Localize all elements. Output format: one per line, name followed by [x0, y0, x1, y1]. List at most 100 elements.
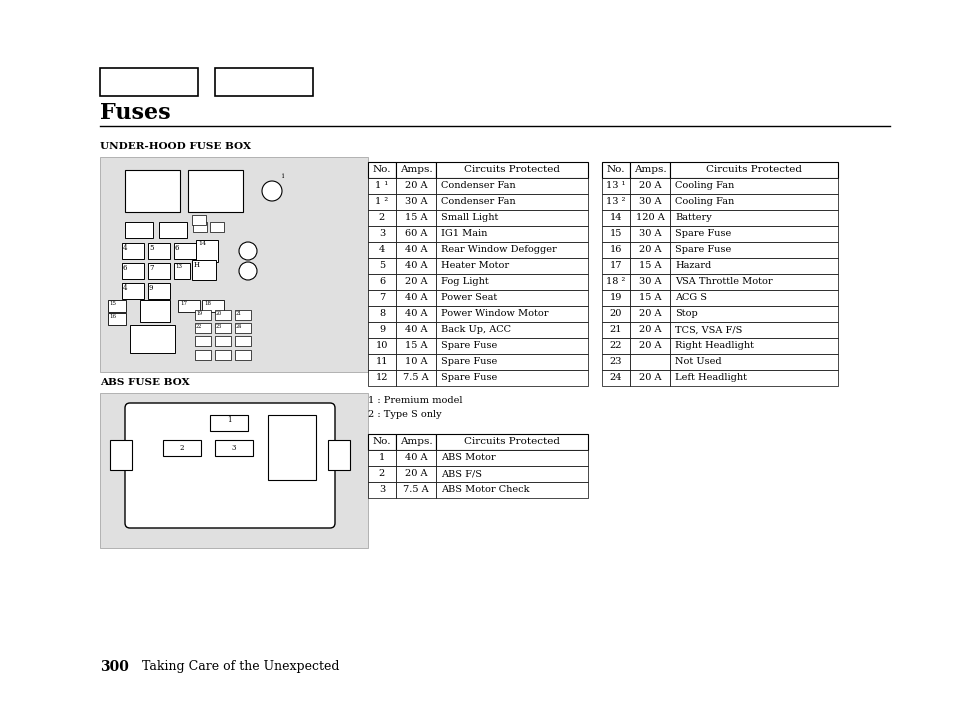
Text: Spare Fuse: Spare Fuse: [675, 229, 731, 239]
Text: Taking Care of the Unexpected: Taking Care of the Unexpected: [142, 660, 339, 673]
Text: 30 A: 30 A: [404, 197, 427, 207]
Text: 15 A: 15 A: [639, 293, 660, 302]
Text: 24: 24: [235, 324, 242, 329]
Bar: [669, 210, 837, 226]
Text: 20: 20: [215, 311, 222, 316]
Text: 5: 5: [149, 244, 153, 252]
Text: 30 A: 30 A: [639, 229, 660, 239]
Bar: [601, 242, 629, 258]
Bar: [669, 354, 837, 370]
Bar: [214, 68, 313, 96]
Text: 4: 4: [123, 244, 128, 252]
Bar: [395, 322, 436, 338]
Text: 60 A: 60 A: [404, 229, 427, 239]
Bar: [368, 338, 395, 354]
Bar: [601, 370, 629, 386]
Text: 20 A: 20 A: [639, 246, 660, 254]
Text: ABS FUSE BOX: ABS FUSE BOX: [100, 378, 190, 387]
Bar: [395, 482, 436, 498]
Text: Fuses: Fuses: [100, 102, 171, 124]
Bar: [629, 338, 669, 354]
Text: Rear Window Defogger: Rear Window Defogger: [440, 246, 557, 254]
Bar: [436, 242, 587, 258]
Bar: [195, 240, 218, 262]
Bar: [436, 466, 587, 482]
Text: IG1 Main: IG1 Main: [440, 229, 487, 239]
Text: Amps.: Amps.: [399, 165, 432, 175]
Bar: [234, 323, 251, 333]
Bar: [395, 306, 436, 322]
Bar: [395, 290, 436, 306]
Text: 20 A: 20 A: [639, 325, 660, 334]
Text: Small Light: Small Light: [440, 214, 497, 222]
Bar: [669, 322, 837, 338]
Circle shape: [262, 181, 282, 201]
Text: 40 A: 40 A: [404, 293, 427, 302]
Text: Condenser Fan: Condenser Fan: [440, 182, 515, 190]
Bar: [436, 434, 587, 450]
Bar: [368, 274, 395, 290]
Text: ACG S: ACG S: [675, 293, 706, 302]
Bar: [601, 178, 629, 194]
Text: 40 A: 40 A: [404, 325, 427, 334]
Bar: [629, 178, 669, 194]
Bar: [395, 178, 436, 194]
Text: 19: 19: [195, 311, 202, 316]
Text: Spare Fuse: Spare Fuse: [440, 358, 497, 366]
Text: 21: 21: [609, 325, 621, 334]
Bar: [178, 300, 200, 312]
Bar: [194, 350, 211, 360]
Bar: [395, 450, 436, 466]
Bar: [192, 260, 215, 280]
Bar: [669, 194, 837, 210]
Text: 20: 20: [609, 310, 621, 319]
Bar: [395, 258, 436, 274]
Bar: [368, 210, 395, 226]
Text: 30 A: 30 A: [639, 197, 660, 207]
Text: 12: 12: [375, 373, 388, 383]
Bar: [629, 242, 669, 258]
Text: 2: 2: [179, 444, 184, 452]
Text: 4: 4: [378, 246, 385, 254]
Text: Spare Fuse: Spare Fuse: [440, 373, 497, 383]
Bar: [669, 338, 837, 354]
Text: 24: 24: [609, 373, 621, 383]
Text: ABS Motor: ABS Motor: [440, 454, 496, 462]
Bar: [395, 338, 436, 354]
Text: H: H: [193, 261, 200, 269]
Text: 1: 1: [378, 454, 385, 462]
Bar: [328, 440, 350, 470]
Bar: [669, 178, 837, 194]
Bar: [436, 274, 587, 290]
Text: 20 A: 20 A: [404, 278, 427, 287]
Text: ABS F/S: ABS F/S: [440, 469, 481, 479]
Bar: [108, 300, 126, 312]
Bar: [148, 243, 170, 259]
Text: 6: 6: [378, 278, 385, 287]
Text: 2: 2: [378, 469, 385, 479]
Bar: [368, 162, 395, 178]
Text: No.: No.: [606, 165, 624, 175]
Text: 19: 19: [609, 293, 621, 302]
Bar: [214, 440, 253, 456]
Bar: [601, 194, 629, 210]
Text: 20 A: 20 A: [639, 182, 660, 190]
Bar: [125, 222, 152, 238]
Bar: [234, 350, 251, 360]
Bar: [395, 274, 436, 290]
Text: No.: No.: [373, 437, 391, 447]
Bar: [601, 162, 629, 178]
Text: Circuits Protected: Circuits Protected: [705, 165, 801, 175]
Bar: [173, 243, 195, 259]
Bar: [368, 242, 395, 258]
Bar: [173, 263, 190, 279]
Bar: [436, 338, 587, 354]
Text: Circuits Protected: Circuits Protected: [463, 437, 559, 447]
Text: 15 A: 15 A: [404, 214, 427, 222]
Bar: [436, 226, 587, 242]
Bar: [436, 194, 587, 210]
Text: 40 A: 40 A: [404, 261, 427, 271]
Text: 14: 14: [609, 214, 621, 222]
Text: 15 A: 15 A: [639, 261, 660, 271]
Bar: [122, 263, 144, 279]
